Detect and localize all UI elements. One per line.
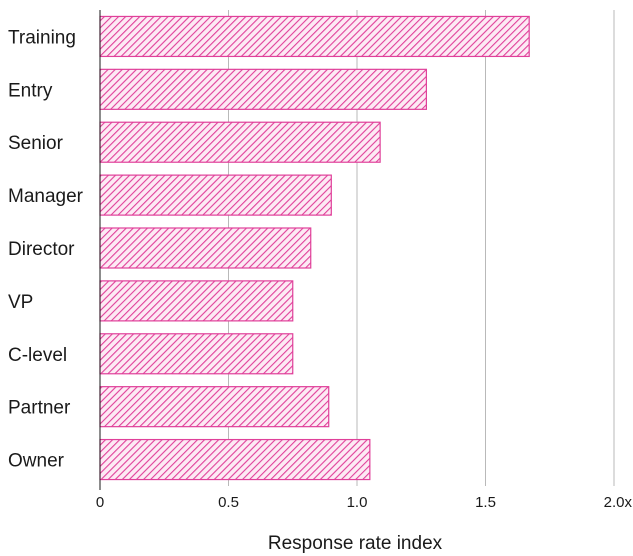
x-tick-label-2: 1.0 — [347, 494, 368, 511]
x-tick-label-0: 0 — [96, 494, 104, 511]
category-label-owner: Owner — [8, 451, 65, 472]
bar-entry — [99, 68, 427, 110]
category-label-vp: VP — [8, 292, 33, 313]
category-labels: Training Entry Senior Manager Director VP C-le… — [8, 27, 84, 471]
bar-training — [99, 15, 530, 58]
bar-senior — [99, 121, 381, 163]
category-label-manager: Manager — [8, 186, 84, 207]
bar-manager — [99, 174, 332, 216]
bar-director — [99, 227, 312, 269]
x-tick-label-3: 1.5 — [475, 494, 496, 511]
x-tick-label-4: 2.0x — [604, 494, 633, 511]
x-axis-title: Response rate index — [268, 533, 443, 554]
category-label-c-level: C-level — [8, 345, 67, 366]
category-label-director: Director — [8, 239, 75, 260]
x-tick-labels: 0 0.5 1.0 1.5 2.0x — [96, 494, 633, 511]
category-label-partner: Partner — [8, 398, 71, 419]
bar-vp — [99, 280, 294, 322]
category-label-training: Training — [8, 27, 76, 48]
category-label-senior: Senior — [8, 133, 64, 154]
bar-c-level — [99, 333, 294, 375]
bars — [99, 15, 530, 481]
x-tick-label-1: 0.5 — [218, 494, 239, 511]
bar-partner — [99, 386, 330, 428]
category-label-entry: Entry — [8, 80, 53, 101]
bar-owner — [99, 438, 371, 481]
